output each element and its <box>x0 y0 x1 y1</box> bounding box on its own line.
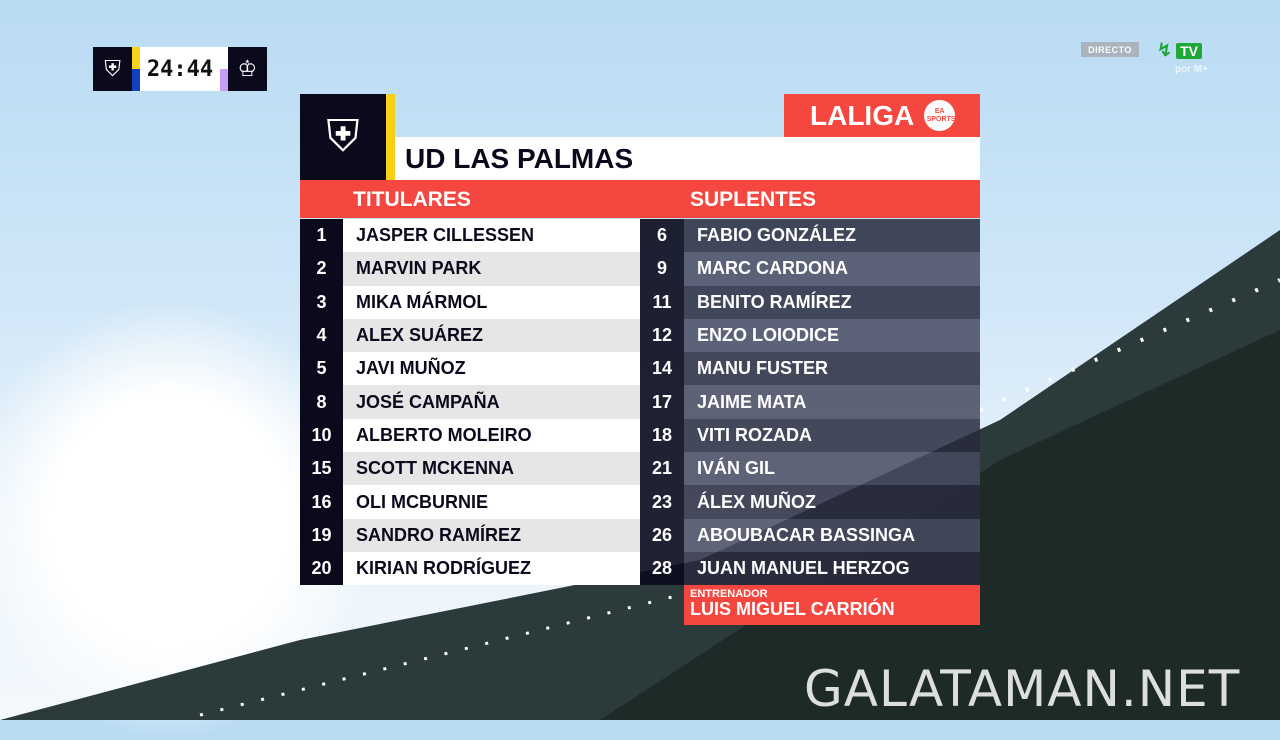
player-row: 9 MARC CARDONA <box>640 252 980 286</box>
player-number: 9 <box>640 252 684 286</box>
player-name: IVÁN GIL <box>684 452 980 486</box>
player-number: 11 <box>640 285 684 319</box>
player-name: MARVIN PARK <box>343 252 640 286</box>
player-number: 26 <box>640 518 684 552</box>
watermark: GALATAMAN.NET <box>804 660 1241 718</box>
live-badge: DIRECTO <box>1081 42 1139 57</box>
player-row: 11 BENITO RAMÍREZ <box>640 285 980 319</box>
channel-sub: por M+ <box>1175 64 1209 75</box>
player-name: MARC CARDONA <box>684 252 980 286</box>
channel-logo: ↯ TV <box>1157 40 1202 61</box>
starters-label: TITULARES <box>353 188 471 211</box>
team-name: UD LAS PALMAS <box>405 142 634 174</box>
player-row: 8 JOSÉ CAMPAÑA <box>300 385 640 419</box>
player-number: 28 <box>640 551 684 586</box>
away-color-stripe <box>220 47 228 91</box>
player-name: FABIO GONZÁLEZ <box>684 219 980 253</box>
player-number: 15 <box>300 452 343 486</box>
team-color-stripe <box>386 94 395 180</box>
ea-sports-icon: EA SPORTS <box>924 100 956 131</box>
player-name: BENITO RAMÍREZ <box>684 285 980 319</box>
coach-box: ENTRENADOR LUIS MIGUEL CARRIÓN <box>684 585 980 625</box>
player-name: ALEX SUÁREZ <box>343 318 640 353</box>
player-number: 10 <box>300 418 343 453</box>
player-row: 5 JAVI MUÑOZ <box>300 352 640 386</box>
player-name: ÁLEX MUÑOZ <box>684 485 980 519</box>
home-color-stripe <box>132 47 140 91</box>
player-number: 17 <box>640 385 684 419</box>
player-row: 3 MIKA MÁRMOL <box>300 285 640 319</box>
player-name: JOSÉ CAMPAÑA <box>343 385 640 419</box>
player-number: 1 <box>300 219 343 253</box>
player-name: ENZO LOIODICE <box>684 318 980 353</box>
real-madrid-crest-icon: ♔ <box>227 47 267 91</box>
match-clock: 24:44 <box>139 47 221 91</box>
player-number: 21 <box>640 452 684 486</box>
player-row: 10 ALBERTO MOLEIRO <box>300 418 640 453</box>
team-title: UD LAS PALMAS <box>395 137 980 180</box>
lineup-header: TITULARES SUPLENTES <box>300 180 980 218</box>
player-number: 2 <box>300 252 343 286</box>
subs-list: 6 FABIO GONZÁLEZ 9 MARC CARDONA 11 BENITO RAM… <box>640 219 980 586</box>
player-name: ALBERTO MOLEIRO <box>343 418 640 453</box>
team-crest-icon: ⛨ <box>300 94 386 180</box>
player-number: 23 <box>640 485 684 519</box>
coach-label: ENTRENADOR <box>690 588 768 600</box>
player-name: JAVI MUÑOZ <box>343 352 640 386</box>
scoreboard: ⛨ 24:44 ♔ <box>93 47 267 91</box>
player-row: 6 FABIO GONZÁLEZ <box>640 219 980 253</box>
player-row: 28 JUAN MANUEL HERZOG <box>640 551 980 586</box>
league-logo: LALIGA EA SPORTS <box>784 94 980 137</box>
player-name: JASPER CILLESSEN <box>343 219 640 253</box>
player-number: 16 <box>300 485 343 519</box>
player-number: 5 <box>300 352 343 386</box>
player-row: 23 ÁLEX MUÑOZ <box>640 485 980 519</box>
player-row: 2 MARVIN PARK <box>300 252 640 286</box>
player-number: 20 <box>300 551 343 586</box>
player-name: JAIME MATA <box>684 385 980 419</box>
player-name: JUAN MANUEL HERZOG <box>684 551 980 586</box>
league-name: LALIGA <box>810 99 915 131</box>
player-row: 26 ABOUBACAR BASSINGA <box>640 518 980 552</box>
player-name: VITI ROZADA <box>684 418 980 453</box>
player-row: 16 OLI MCBURNIE <box>300 485 640 519</box>
player-row: 19 SANDRO RAMÍREZ <box>300 518 640 552</box>
subs-label: SUPLENTES <box>690 188 817 211</box>
player-name: SANDRO RAMÍREZ <box>343 518 640 552</box>
player-row: 15 SCOTT MCKENNA <box>300 452 640 486</box>
player-row: 17 JAIME MATA <box>640 385 980 419</box>
player-row: 20 KIRIAN RODRÍGUEZ <box>300 551 640 586</box>
player-name: ABOUBACAR BASSINGA <box>684 518 980 552</box>
player-number: 6 <box>640 219 684 253</box>
player-row: 4 ALEX SUÁREZ <box>300 318 640 353</box>
player-row: 14 MANU FUSTER <box>640 352 980 386</box>
player-number: 4 <box>300 318 343 353</box>
player-number: 18 <box>640 418 684 453</box>
channel-name: TV <box>1176 42 1202 59</box>
player-name: SCOTT MCKENNA <box>343 452 640 486</box>
player-number: 14 <box>640 352 684 386</box>
player-number: 3 <box>300 285 343 319</box>
las-palmas-crest-icon: ⛨ <box>93 47 133 91</box>
player-name: MANU FUSTER <box>684 352 980 386</box>
player-number: 12 <box>640 318 684 353</box>
player-name: KIRIAN RODRÍGUEZ <box>343 551 640 586</box>
sponsor-name: EA SPORTS <box>926 107 956 123</box>
player-row: 18 VITI ROZADA <box>640 418 980 453</box>
player-number: 8 <box>300 385 343 419</box>
starters-list: 1 JASPER CILLESSEN 2 MARVIN PARK 3 MIKA MÁRMO… <box>300 219 640 586</box>
coach-name: LUIS MIGUEL CARRIÓN <box>690 599 895 619</box>
player-name: OLI MCBURNIE <box>343 485 640 519</box>
player-name: MIKA MÁRMOL <box>343 285 640 319</box>
player-row: 12 ENZO LOIODICE <box>640 318 980 353</box>
player-row: 21 IVÁN GIL <box>640 452 980 486</box>
player-row: 1 JASPER CILLESSEN <box>300 219 640 253</box>
laliga-logo-icon: ↯ <box>1157 40 1173 60</box>
player-number: 19 <box>300 518 343 552</box>
